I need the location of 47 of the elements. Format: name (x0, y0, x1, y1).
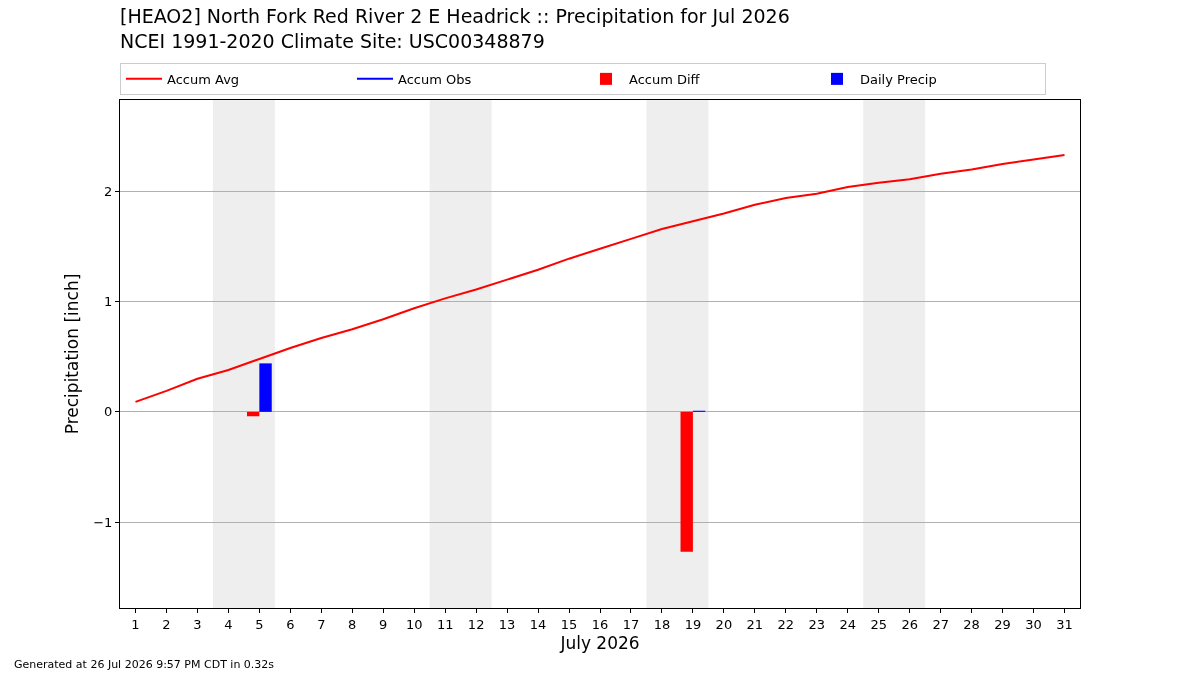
legend-label: Accum Diff (629, 71, 701, 87)
legend-label: Accum Obs (398, 71, 472, 87)
x-tick-label: 25 (870, 616, 887, 632)
x-tick-label: 15 (560, 616, 578, 632)
x-tick-label: 26 (901, 616, 918, 632)
x-tick-label: 22 (777, 616, 795, 632)
x-tick-label: 23 (808, 616, 826, 632)
x-tick-label: 27 (932, 616, 949, 632)
text: Generated at 26 Jul 2026 9:57 PM CDT in 0.32s (14, 658, 275, 671)
x-tick-label: 11 (436, 616, 454, 632)
x-axis-title: July 2026 (559, 633, 640, 653)
y-tick-label: 1 (104, 294, 113, 310)
x-tick-label: 28 (963, 616, 980, 632)
y-axis-title: Precipitation [inch] (61, 273, 82, 435)
x-tick-label: 13 (498, 616, 516, 632)
x-tick-label: 29 (994, 616, 1011, 632)
x-tick-label: 21 (746, 616, 764, 632)
x-tick-label: 4 (224, 616, 233, 632)
bar (680, 411, 693, 552)
x-tick-label: 17 (622, 616, 640, 632)
x-tick-label: 3 (193, 616, 202, 632)
y-tick-label: −1 (93, 514, 113, 530)
x-tick-label: 5 (255, 616, 264, 632)
x-tick-label: 24 (839, 616, 857, 632)
y-tick-label: 0 (104, 404, 113, 420)
bar (259, 363, 272, 412)
x-tick-label: 19 (684, 616, 702, 632)
x-tick-label: 2 (162, 616, 171, 632)
x-tick-label: 16 (591, 616, 609, 632)
x-tick-label: 8 (348, 616, 357, 632)
chart-title: [HEAO2] North Fork Red River 2 E Headrick :: Precipitation for Jul 2026 (120, 4, 790, 27)
legend-label: Accum Avg (167, 71, 240, 87)
x-tick-label: 7 (317, 616, 326, 632)
x-tick-label: 10 (405, 616, 423, 632)
x-tick-label: 18 (653, 616, 671, 632)
legend-label: Daily Precip (860, 71, 937, 87)
x-tick-label: 1 (131, 616, 140, 632)
x-tick-label: 6 (286, 616, 295, 632)
x-tick-label: 12 (467, 616, 485, 632)
x-tick-label: 14 (529, 616, 547, 632)
y-tick-label: 2 (104, 184, 113, 200)
line-series (134, 154, 1066, 403)
x-tick-label: 20 (715, 616, 733, 632)
x-tick-label: 31 (1056, 616, 1073, 632)
x-tick-label: 9 (379, 616, 388, 632)
chart-subtitle: NCEI 1991-2020 Climate Site: USC00348879 (120, 29, 545, 52)
x-tick-label: 30 (1025, 616, 1042, 632)
